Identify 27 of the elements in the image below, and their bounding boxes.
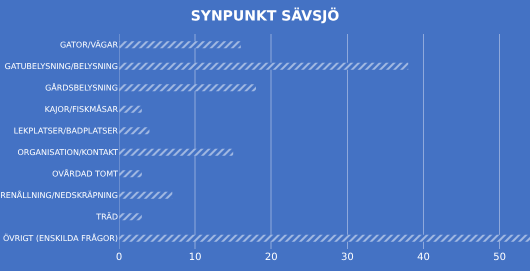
y-tick-label: GATOR/VÄGAR: [60, 40, 118, 50]
y-tick-label: GATUBELYSNING/BELYSNING: [4, 62, 118, 72]
x-tick-label: 40: [417, 252, 430, 263]
x-tick-label: 20: [264, 252, 278, 263]
bar: [119, 148, 234, 156]
bar: [119, 62, 408, 70]
y-tick-label: TRÄD: [95, 212, 118, 222]
bar: [119, 127, 150, 134]
bar: [119, 234, 530, 242]
bar: [119, 84, 256, 92]
bar: [119, 170, 142, 178]
bar: [119, 106, 142, 113]
y-tick-label: ORGANISATION/KONTAKT: [17, 148, 118, 158]
bar: [119, 192, 172, 199]
x-tick-label: 0: [116, 252, 122, 263]
y-tick-label: OVÅRDAD TOMT: [52, 168, 118, 179]
y-tick-label: ÖVRIGT (ENSKILDA FRÅGOR): [2, 233, 118, 244]
y-tick-label: RENÅLLNING/NEDSKRÄPNING: [0, 190, 118, 200]
bar: [119, 41, 241, 48]
bar: [119, 213, 142, 220]
y-tick-label: GÅRDSBELYSNING: [45, 82, 118, 93]
y-tick-label: KAJOR/FISKMÅSAR: [44, 104, 118, 114]
chart-title: SYNPUNKT SÄVSJÖ: [190, 8, 340, 25]
x-tick-label: 50: [493, 252, 506, 263]
x-tick-label: 30: [340, 252, 354, 263]
y-tick-label: LEKPLATSER/BADPLATSER: [14, 126, 118, 136]
x-tick-label: 10: [188, 252, 202, 263]
